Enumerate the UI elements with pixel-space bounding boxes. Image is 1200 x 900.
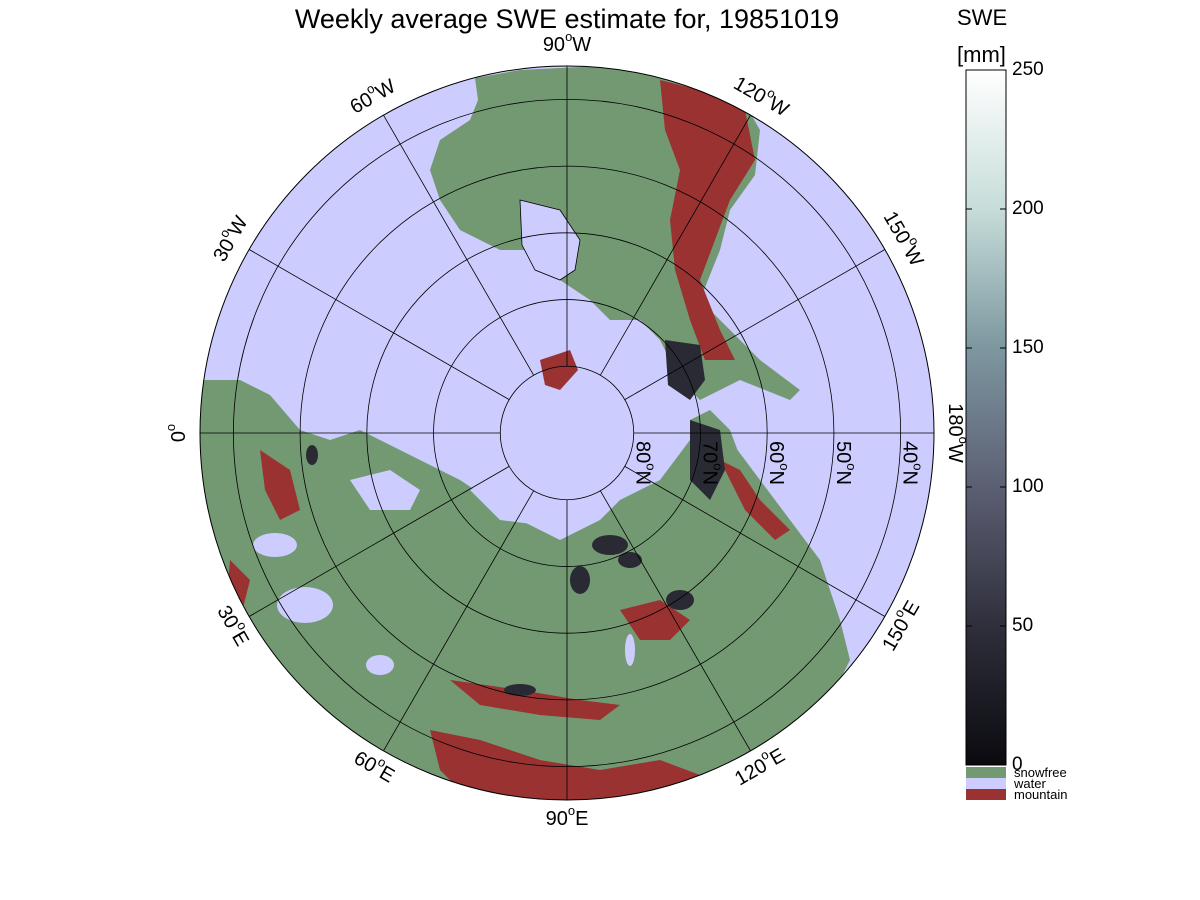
colorbar-title: SWE — [957, 5, 1007, 30]
baltic — [350, 470, 420, 510]
map-border — [199, 65, 935, 801]
meridian-label: 0o — [163, 424, 190, 442]
black-sea — [253, 533, 297, 557]
map-title: Weekly average SWE estimate for, 1985101… — [295, 4, 839, 34]
meridian-line — [600, 490, 751, 752]
colorbar-tick-label: 100 — [1012, 476, 1044, 497]
legend-label-mountain: mountain — [1014, 787, 1067, 802]
parallel-label: 70oN — [698, 441, 725, 485]
parallel-label: 40oN — [898, 441, 925, 485]
meridian-line — [248, 466, 510, 617]
meridian-line — [624, 249, 886, 400]
meridian-line — [600, 114, 751, 376]
colorbar-tick-label: 200 — [1012, 198, 1044, 219]
parallel-label: 60oN — [765, 441, 792, 485]
hudson-bay — [520, 300, 570, 355]
colorbar-tick-label: 0 — [1012, 754, 1023, 775]
parallel-labels: 80oN 70oN 60oN 50oN 40oN — [631, 441, 925, 485]
parallel-label: 80oN — [631, 441, 658, 485]
caspian-sea — [277, 587, 333, 623]
greenland-ice — [519, 199, 581, 281]
legend-swatch-mountain — [966, 789, 1006, 800]
legend-label-snowfree: snowfree — [1014, 765, 1067, 780]
graticule — [200, 66, 934, 800]
colorbar-tick-label: 250 — [1012, 59, 1044, 80]
kara-sea — [470, 470, 580, 525]
meridian-line — [383, 490, 534, 752]
colorbar-unit: [mm] — [957, 42, 1006, 67]
meridian-label: 180oW — [944, 403, 971, 463]
colorbar-gradient — [965, 69, 1007, 766]
baikal — [625, 634, 635, 666]
meridian-line — [383, 114, 534, 376]
polar-map: 180oW150oW120oW90oW60oW30oW0o30oE60oE90o… — [163, 29, 970, 830]
aral-sea — [366, 655, 394, 675]
parallel-label: 50oN — [832, 441, 859, 485]
land-layer — [200, 66, 850, 800]
colorbar-tick-label: 150 — [1012, 337, 1044, 358]
colorbar-tick-label: 50 — [1012, 615, 1033, 636]
colorbar-ticks: 0 50 100 150 200 250 — [966, 59, 1044, 775]
legend-swatch-snowfree — [966, 767, 1006, 778]
legend-label-water: water — [1013, 776, 1046, 791]
meridian-label: 90oW — [543, 29, 591, 56]
meridian-line — [624, 466, 886, 617]
meridian-line — [248, 249, 510, 400]
meridian-label: 90oE — [546, 803, 589, 830]
colorbar: SWE [mm] 0 50 100 150 200 250 snowfreewatermo… — [957, 5, 1067, 802]
legend-swatch-water — [966, 778, 1006, 789]
